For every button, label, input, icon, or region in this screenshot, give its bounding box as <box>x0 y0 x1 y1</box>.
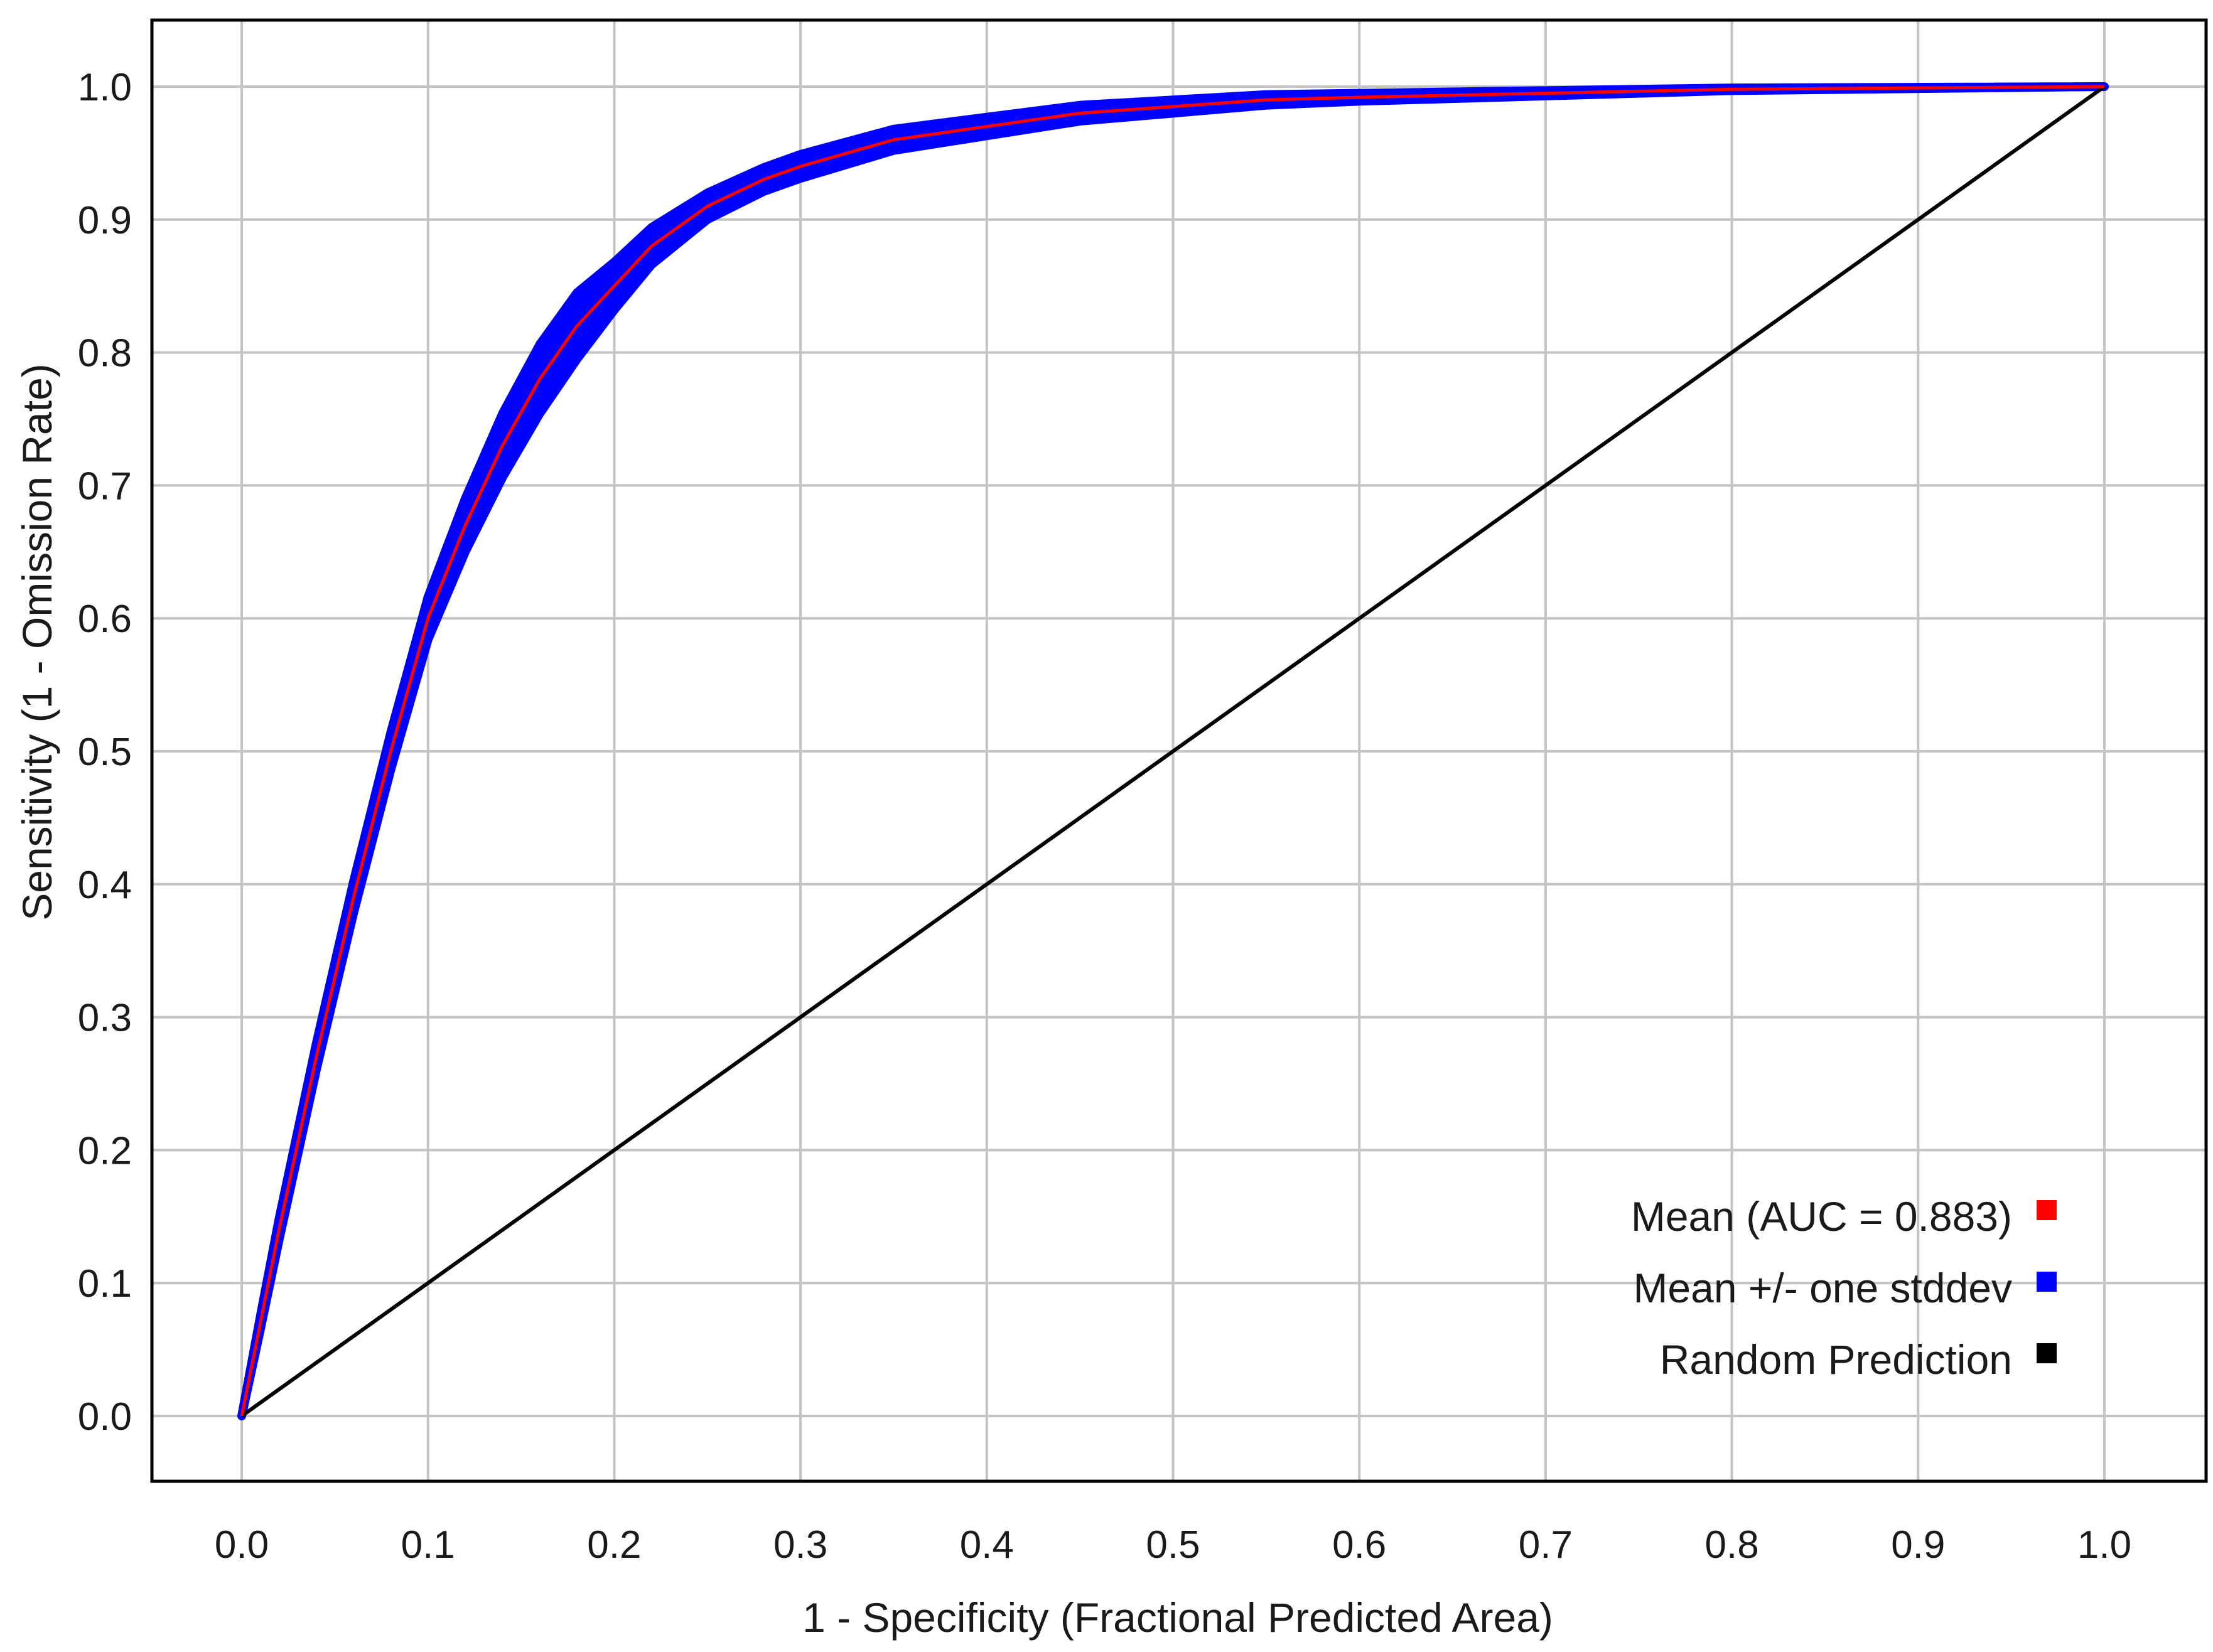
legend-label-random: Random Prediction <box>1660 1336 2012 1383</box>
series-lines <box>240 85 2106 1418</box>
legend-swatch-stddev <box>2037 1272 2057 1292</box>
x-tick-label: 0.1 <box>401 1523 455 1567</box>
x-tick-label: 0.9 <box>1891 1523 1945 1567</box>
x-tick-label: 0.3 <box>773 1523 827 1567</box>
legend-swatch-mean <box>2037 1200 2057 1220</box>
x-tick-label: 0.8 <box>1704 1523 1758 1567</box>
plot-area-frame <box>150 18 2208 1483</box>
x-tick-label: 0.4 <box>960 1523 1014 1567</box>
y-tick-label: 0.9 <box>78 199 132 242</box>
x-tick-label: 0.2 <box>587 1523 641 1567</box>
x-tick-label: 0.6 <box>1332 1523 1386 1567</box>
y-axis-title: Sensitivity (1 - Omission Rate) <box>14 363 60 921</box>
x-tick-label: 0.0 <box>215 1523 269 1567</box>
y-tick-label: 0.7 <box>78 464 132 508</box>
y-tick-label: 0.6 <box>78 598 132 641</box>
legend-label-mean: Mean (AUC = 0.883) <box>1631 1193 2012 1240</box>
x-tick-label: 0.7 <box>1519 1523 1573 1567</box>
y-tick-label: 0.4 <box>78 864 132 907</box>
y-tick-label: 1.0 <box>78 66 132 109</box>
random-prediction-line <box>240 85 2106 1418</box>
y-tick-label: 0.5 <box>78 731 132 774</box>
mean-roc-line <box>240 85 2105 1417</box>
y-tick-label: 0.8 <box>78 332 132 375</box>
y-tick-label: 0.3 <box>78 997 132 1040</box>
x-tick-labels: 0.0 0.1 0.2 0.3 0.4 0.5 0.6 0.7 0.8 0.9 1.0 <box>215 1523 2131 1567</box>
legend-label-stddev: Mean +/- one stddev <box>1633 1265 2012 1311</box>
x-tick-label: 0.5 <box>1146 1523 1200 1567</box>
x-axis-title: 1 - Specificity (Fractional Predicted Ar… <box>802 1594 1553 1641</box>
y-tick-label: 0.0 <box>78 1395 132 1439</box>
legend-swatch-random <box>2037 1343 2057 1363</box>
y-tick-label: 0.2 <box>78 1129 132 1172</box>
legend: Mean (AUC = 0.883) Mean +/- one stddev R… <box>1631 1193 2057 1383</box>
x-tick-label: 1.0 <box>2077 1523 2131 1567</box>
y-tick-labels: 0.0 0.1 0.2 0.3 0.4 0.5 0.6 0.7 0.8 0.9 1.0 <box>78 66 132 1439</box>
y-tick-label: 0.1 <box>78 1262 132 1306</box>
